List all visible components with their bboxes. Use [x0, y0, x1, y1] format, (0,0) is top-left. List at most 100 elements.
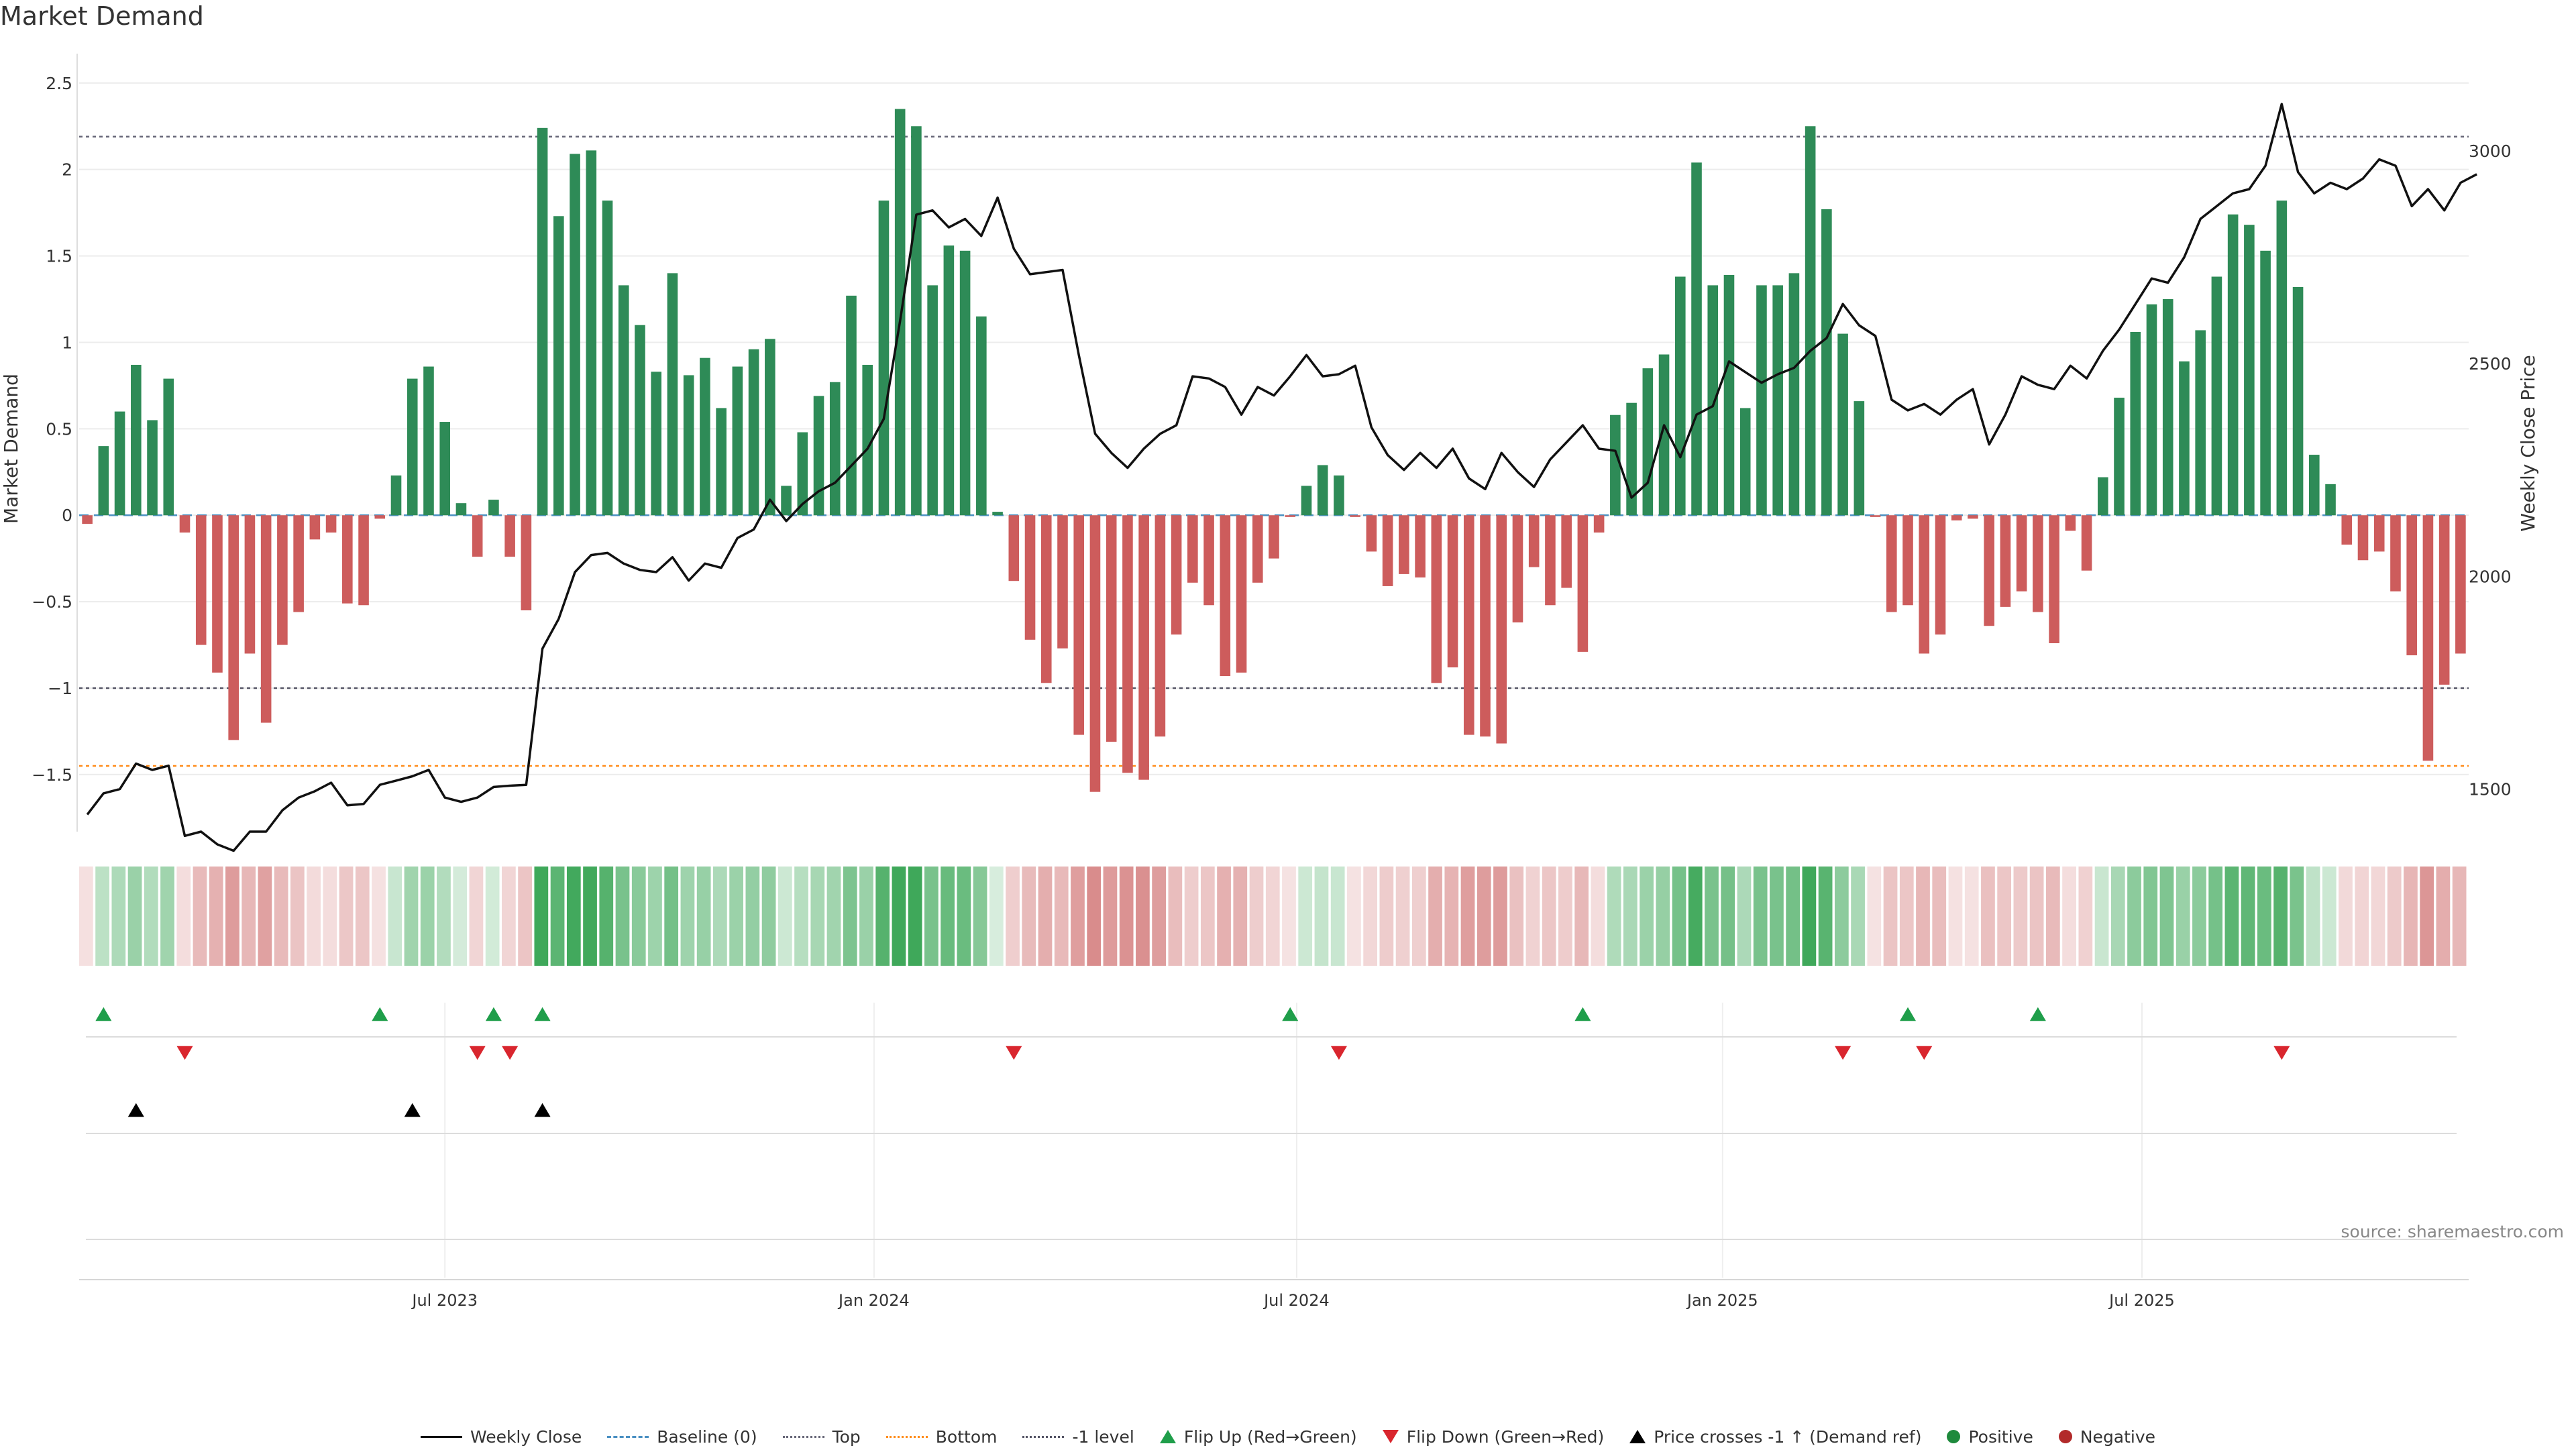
heat-cell	[1672, 867, 1686, 966]
heat-cell	[111, 867, 126, 966]
demand-bar-positive	[829, 382, 841, 516]
demand-bar-positive	[1610, 414, 1621, 516]
heat-cell	[2371, 867, 2385, 966]
demand-bar-negative	[358, 515, 369, 606]
demand-bar-negative	[1545, 515, 1556, 606]
heat-cell	[1737, 867, 1752, 966]
heat-cell	[924, 867, 938, 966]
demand-bar-positive	[1772, 285, 1783, 516]
demand-bar-negative	[228, 515, 239, 740]
heat-cell	[258, 867, 272, 966]
demand-bar-negative	[1463, 515, 1474, 735]
demand-bar-positive	[894, 109, 906, 516]
legend-dot-icon	[1947, 1430, 1961, 1443]
chart-legend: Weekly Close Baseline (0) Top Bottom -1 leve…	[0, 1423, 2576, 1450]
heat-cell	[1623, 867, 1638, 966]
demand-bar-negative	[1593, 515, 1605, 533]
demand-bar-negative	[260, 515, 272, 723]
heat-cell	[1428, 867, 1442, 966]
heat-cell	[1314, 867, 1329, 966]
heat-cell	[631, 867, 646, 966]
flip-up-marker	[1282, 1007, 1299, 1021]
demand-bar-positive	[797, 432, 808, 516]
heat-cell	[729, 867, 743, 966]
legend-triangle-up-icon	[1629, 1430, 1646, 1443]
heat-cell	[290, 867, 305, 966]
heat-cell	[1006, 867, 1020, 966]
demand-bar-positive	[700, 357, 710, 516]
heat-cell	[599, 867, 614, 966]
demand-bar-positive	[781, 486, 792, 516]
demand-bar-negative	[2000, 515, 2011, 607]
heat-cell	[2404, 867, 2418, 966]
heat-cell	[1591, 867, 1605, 966]
demand-bar-positive	[992, 512, 1003, 516]
heat-cell	[1509, 867, 1524, 966]
demand-bar-negative	[1187, 515, 1198, 583]
flip-down-marker	[502, 1046, 519, 1060]
demand-bar-positive	[1805, 126, 1816, 516]
demand-bar-negative	[325, 515, 337, 533]
heat-cell	[502, 867, 516, 966]
demand-bar-negative	[1984, 515, 1994, 626]
heat-cell	[1688, 867, 1703, 966]
heat-cell	[2273, 867, 2288, 966]
y-tick-label: 1.5	[46, 247, 72, 266]
demand-bar-negative	[1902, 515, 1913, 606]
demand-bar-positive	[455, 503, 467, 516]
demand-bar-positive	[1317, 465, 1328, 516]
heat-cell	[95, 867, 109, 966]
demand-bar-positive	[98, 446, 109, 516]
heat-cell	[1038, 867, 1053, 966]
gridlines	[79, 82, 2469, 1278]
heat-cell	[1119, 867, 1134, 966]
heat-cell	[2355, 867, 2369, 966]
demand-bar-negative	[2016, 515, 2027, 592]
flip-up-marker	[1900, 1007, 1917, 1021]
heat-cell	[826, 867, 841, 966]
demand-bar-positive	[1821, 209, 1832, 516]
demand-bar-positive	[2130, 331, 2141, 516]
legend-line-swatch	[885, 1435, 928, 1438]
demand-bar-negative	[1415, 515, 1426, 578]
demand-bar-positive	[602, 201, 613, 516]
demand-bar-positive	[927, 285, 938, 516]
heat-cell	[892, 867, 906, 966]
y-tick-label: −1.5	[32, 765, 72, 785]
heat-cell	[1282, 867, 1296, 966]
heat-cell	[1363, 867, 1378, 966]
demand-bar-positive	[1642, 368, 1654, 516]
demand-bar-negative	[342, 515, 353, 604]
legend-label: Positive	[1968, 1427, 2033, 1447]
demand-bar-positive	[131, 364, 142, 516]
legend-item: Flip Down (Green→Red)	[1382, 1427, 1604, 1447]
flip-up-marker	[534, 1007, 551, 1021]
heat-cell	[193, 867, 207, 966]
demand-bar-positive	[813, 396, 824, 516]
legend-item: -1 level	[1022, 1427, 1134, 1447]
heat-cell	[2387, 867, 2402, 966]
y-tick-label: 0.5	[46, 419, 72, 439]
demand-bar-negative	[1269, 515, 1279, 559]
heat-cell	[2257, 867, 2271, 966]
demand-bar-negative	[2455, 515, 2466, 654]
heat-cell	[550, 867, 565, 966]
heat-cell	[1542, 867, 1556, 966]
demand-bar-negative	[1886, 515, 1897, 612]
demand-bar-negative	[2341, 515, 2353, 545]
demand-bar-negative	[2049, 515, 2059, 644]
heat-cell	[1022, 867, 1036, 966]
flip-up-marker	[485, 1007, 502, 1021]
heat-cell	[1834, 867, 1849, 966]
demand-bar-positive	[959, 250, 971, 516]
heat-cell	[696, 867, 711, 966]
demand-bar-negative	[1496, 515, 1507, 744]
heat-cell	[908, 867, 922, 966]
heat-cell	[794, 867, 808, 966]
heat-cell	[1411, 867, 1426, 966]
demand-bar-positive	[716, 408, 727, 516]
demand-bar-negative	[521, 515, 532, 611]
demand-bar-negative	[1935, 515, 1946, 635]
x-tick-label: Jan 2024	[837, 1291, 910, 1310]
